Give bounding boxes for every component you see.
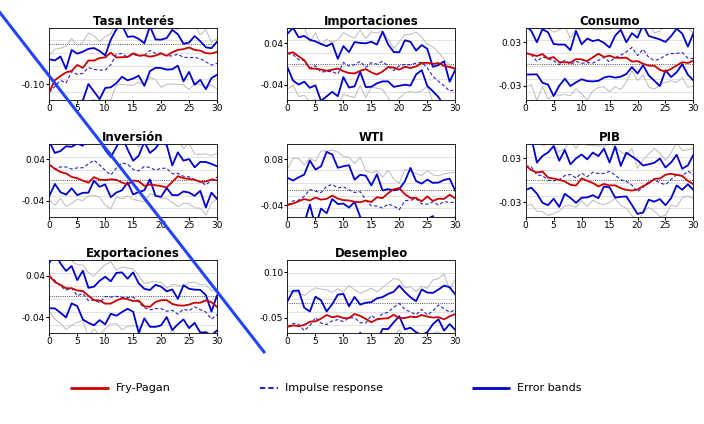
Title: Inversión: Inversión — [102, 131, 164, 144]
Title: Exportaciones: Exportaciones — [86, 247, 180, 260]
Title: Tasa Interés: Tasa Interés — [93, 14, 174, 28]
Text: Fry-Pagan: Fry-Pagan — [116, 383, 171, 393]
Text: Error bands: Error bands — [517, 383, 582, 393]
Text: Impulse response: Impulse response — [285, 383, 383, 393]
Title: Desempleo: Desempleo — [334, 247, 408, 260]
Title: PIB: PIB — [598, 131, 620, 144]
Title: Consumo: Consumo — [579, 14, 640, 28]
Title: WTI: WTI — [358, 131, 384, 144]
Title: Importaciones: Importaciones — [324, 14, 419, 28]
